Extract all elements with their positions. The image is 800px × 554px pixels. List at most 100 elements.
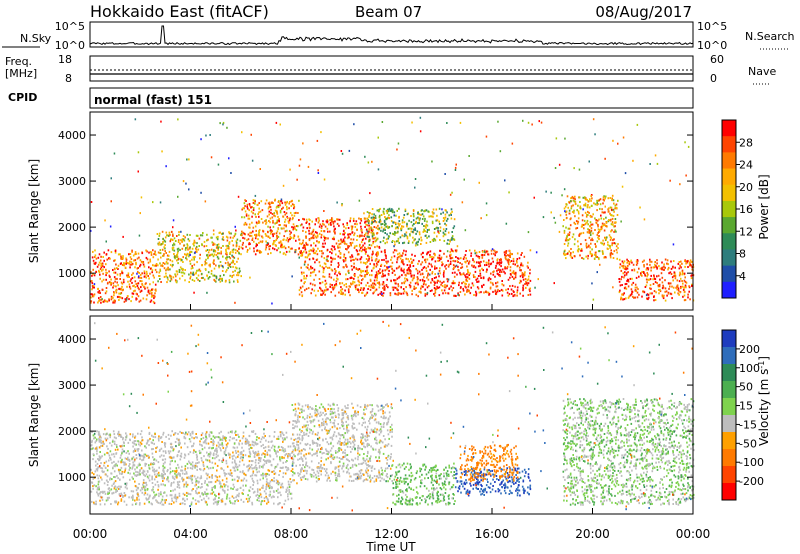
power-cell [148, 277, 150, 280]
velocity-cell [222, 436, 224, 439]
power-cell [435, 219, 438, 222]
power-cell [330, 291, 332, 294]
power-cell [328, 223, 330, 226]
power-cell [481, 284, 483, 287]
power-cell [228, 279, 231, 282]
velocity-cell [248, 489, 250, 492]
power-cell [247, 217, 250, 220]
power-cell [439, 250, 442, 252]
power-cell [123, 300, 126, 303]
power-cell [440, 283, 442, 286]
velocity-cell [100, 476, 102, 479]
power-cell [182, 180, 185, 183]
power-cell [403, 271, 405, 274]
power-cell [236, 267, 238, 270]
power-cell [272, 225, 275, 228]
power-cell [431, 258, 434, 260]
velocity-cell [176, 481, 179, 484]
power-cell [319, 223, 322, 226]
velocity-cell [277, 496, 279, 499]
power-cell [688, 285, 690, 288]
power-cell [116, 281, 118, 284]
power-cell [602, 202, 604, 205]
velocity-cell [101, 467, 104, 470]
power-cell [164, 250, 166, 253]
power-cell [156, 233, 159, 235]
power-cell [487, 253, 489, 256]
power-cell [320, 293, 322, 296]
power-cell [454, 169, 457, 171]
power-cell [344, 236, 346, 239]
power-cell [312, 257, 315, 260]
power-cell [407, 258, 409, 261]
power-cell [604, 197, 606, 200]
power-cell [388, 226, 390, 229]
power-cell [457, 265, 459, 268]
power-cell [311, 231, 314, 234]
velocity-cell [128, 463, 131, 465]
power-cell [299, 224, 302, 227]
power-cell [451, 249, 453, 252]
power-cell [524, 271, 526, 274]
power-cell [474, 266, 477, 269]
power-cell [310, 267, 312, 270]
velocity-cell [169, 494, 172, 497]
power-cell [351, 227, 353, 230]
velocity-cell [190, 479, 193, 482]
power-cell [500, 265, 502, 268]
power-cell [464, 229, 467, 232]
power-cell [320, 255, 323, 258]
power-cell [305, 221, 308, 224]
power-cell [629, 294, 632, 297]
power-cell [409, 234, 411, 237]
power-cell [274, 222, 276, 225]
velocity-cell [225, 447, 227, 450]
power-cell [474, 252, 476, 255]
velocity-cell [119, 472, 121, 475]
velocity-cell [132, 456, 135, 459]
power-cell [112, 269, 114, 271]
power-cell [371, 221, 373, 224]
power-cell [206, 254, 208, 257]
power-cell [268, 220, 270, 222]
power-cell [342, 230, 345, 233]
power-cell [574, 238, 576, 241]
power-cell [152, 201, 154, 204]
power-cell [314, 231, 317, 234]
power-cell [308, 222, 311, 225]
power-colorbar-swatch [722, 184, 736, 202]
velocity-cell [164, 458, 167, 461]
power-cell [93, 256, 96, 258]
power-cell [169, 259, 172, 262]
power-cell [119, 288, 122, 291]
power-cell [529, 249, 532, 252]
power-cell [135, 283, 138, 285]
power-cell [139, 276, 141, 279]
power-cell [472, 274, 475, 277]
power-cell [331, 218, 334, 221]
power-cell [284, 203, 287, 206]
power-cell [176, 248, 179, 251]
power-cell [178, 271, 181, 273]
power-cell [462, 281, 465, 284]
velocity-cell [138, 498, 140, 501]
power-cell [514, 272, 517, 275]
power-cell [311, 288, 313, 291]
power-cell [460, 267, 462, 269]
power-cell [677, 289, 680, 292]
velocity-cell [220, 499, 223, 502]
power-cell [102, 300, 104, 303]
power-cell [425, 270, 428, 272]
power-cell [394, 286, 397, 289]
power-cell [450, 257, 452, 260]
power-cell [383, 207, 385, 210]
power-cell [376, 209, 379, 212]
velocity-cell [100, 444, 102, 447]
power-cell [609, 238, 612, 241]
power-cell [435, 267, 438, 270]
power-cell [656, 282, 658, 284]
power-cell [252, 202, 255, 204]
velocity-cell [256, 490, 259, 493]
power-cell [429, 256, 431, 258]
power-cell [509, 255, 511, 257]
